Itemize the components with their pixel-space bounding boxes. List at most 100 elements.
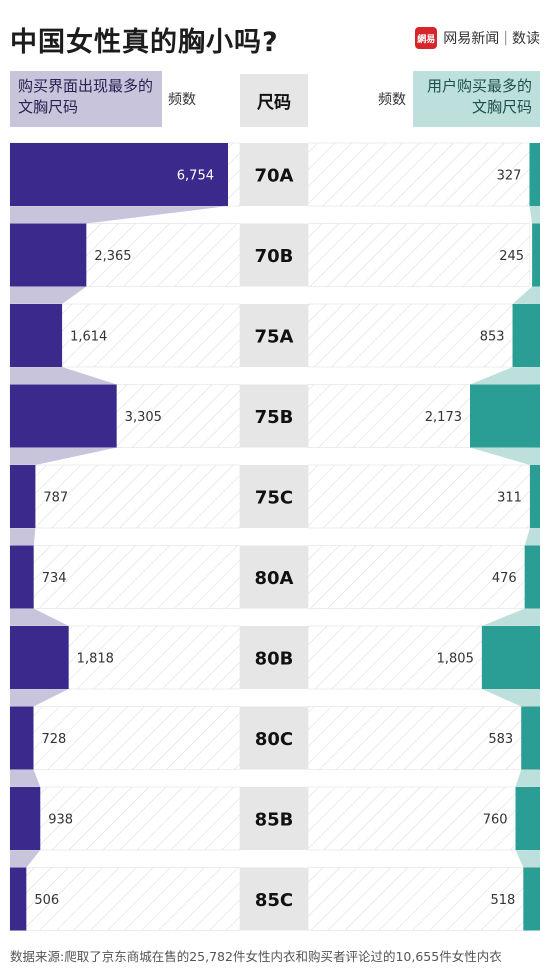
value-label-right-80A: 476 [492,571,517,586]
bar-left-75C [10,465,36,528]
left-connector-band [10,689,69,707]
value-label-right-85B: 760 [483,813,508,828]
bar-left-80B [10,626,69,689]
bar-left-75B [10,384,117,448]
row-background-left [9,786,241,851]
value-label-left-85C: 506 [34,893,59,908]
size-label-75B: 75B [255,407,294,428]
size-cell [240,626,308,689]
right-connector-band [470,367,540,385]
row-background-right [307,786,531,851]
bar-right-70B [532,223,540,287]
legend-left-label: 购买界面出现最多的文胸尺码 [10,71,162,127]
bar-left-75A [10,304,63,367]
right-connector-band [529,206,540,224]
size-label-80C: 80C [255,729,293,750]
bar-left-80A [10,545,34,609]
data-source-note: 数据来源:爬取了京东商城在售的25,782件女性内衣和购买者评论过的10,655… [10,949,502,964]
value-label-left-80B: 1,818 [77,652,114,667]
bar-left-70B [10,223,87,287]
legend-right-label: 用户购买最多的文胸尺码 [413,71,540,127]
size-label-70B: 70B [255,246,294,267]
bar-right-85C [523,867,540,931]
row-background-right [307,142,531,207]
size-cell [240,304,308,367]
right-connector-band [512,286,540,304]
size-label-80B: 80B [255,649,294,670]
size-label-80A: 80A [255,568,294,589]
value-label-right-75C: 311 [497,491,522,506]
row-background-right [307,867,531,931]
value-label-left-85B: 938 [48,813,73,828]
size-cell [240,384,308,448]
bar-right-80A [524,545,540,609]
bar-left-85B [10,787,41,850]
legend-right-freq: 频数 [378,92,406,108]
size-cell [240,143,308,206]
value-label-right-85C: 518 [490,893,515,908]
butterfly-bar-chart: 70A 6,754 327 70B 2,365 245 75A 1,614 853 75B 3,30… [9,142,540,931]
value-label-left-75B: 3,305 [125,410,162,425]
left-connector-band [10,528,36,546]
legend-size-header: 尺码 [240,74,308,127]
left-connector-band [10,850,41,868]
bar-left-70A [10,143,228,206]
right-connector-band [515,850,540,868]
row-background-right [307,223,531,287]
value-label-left-80C: 728 [41,732,66,747]
bar-right-75C [529,465,540,528]
row-background-right [307,706,531,770]
right-connector-band [481,608,540,626]
size-label-85B: 85B [255,810,294,831]
value-label-right-70A: 327 [497,169,522,184]
value-label-left-70A: 6,754 [177,169,214,184]
row-background-right [307,464,531,529]
row-background-right [307,545,531,609]
bar-right-80C [521,706,540,770]
value-label-right-80B: 1,805 [437,652,474,667]
left-connector-band [10,286,87,304]
size-cell [240,706,308,770]
value-label-right-75A: 853 [480,330,505,345]
brand: 網易 网易新闻 | 数读 [415,27,540,49]
bar-right-75A [512,304,540,367]
bar-right-80B [481,626,540,689]
bar-right-75B [470,384,540,448]
bar-left-80C [10,706,34,770]
right-connector-band [481,689,540,707]
size-cell [240,223,308,287]
brand-name: 网易新闻 [443,31,500,47]
left-connector-band [10,206,228,224]
right-connector-band [524,528,540,546]
legend-left-freq: 频数 [168,92,196,108]
value-label-left-80A: 734 [42,571,67,586]
size-cell [240,465,308,528]
bar-right-70A [529,143,540,206]
brand-separator: | [503,30,508,46]
size-label-75C: 75C [255,488,293,509]
row-background-left [9,464,241,529]
size-cell [240,867,308,931]
size-cell [240,545,308,609]
left-connector-band [10,769,41,787]
netease-logo-icon: 網易 [415,27,438,49]
brand-section: 数读 [512,31,540,47]
left-connector-band [10,608,69,626]
value-label-right-80C: 583 [488,732,513,747]
value-label-right-70B: 245 [499,249,524,264]
bar-right-85B [515,787,540,850]
row-background-right [307,303,531,368]
size-label-85C: 85C [255,890,293,911]
row-background-left [9,867,241,931]
value-label-left-70B: 2,365 [94,249,131,264]
size-cell [240,787,308,850]
bar-left-85C [10,867,27,931]
chart-title: 中国女性真的胸小吗? [10,27,279,58]
value-label-right-75B: 2,173 [425,410,462,425]
size-label-70A: 70A [255,166,294,187]
left-connector-band [10,367,117,385]
size-label-75A: 75A [255,327,294,348]
left-connector-band [10,447,117,465]
value-label-left-75A: 1,614 [70,330,107,345]
right-connector-band [515,769,540,787]
